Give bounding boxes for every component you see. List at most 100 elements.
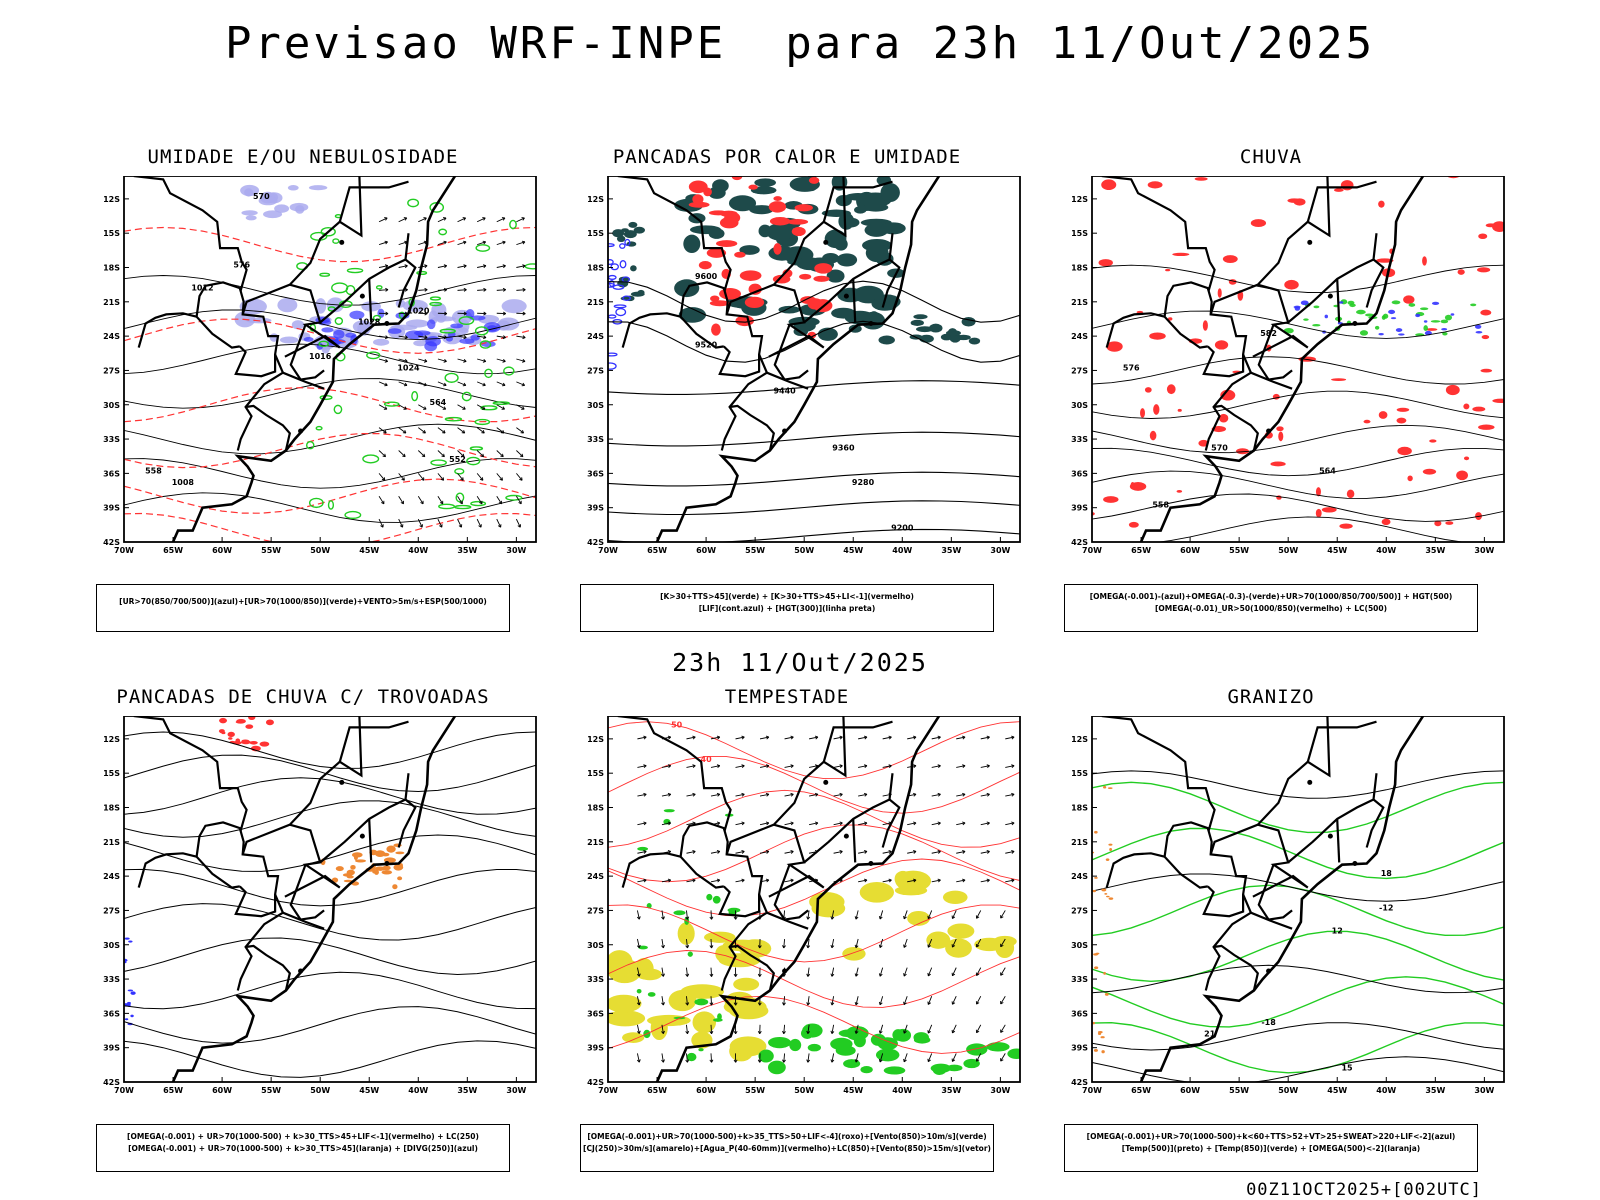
green-contour xyxy=(438,228,448,236)
country-border xyxy=(1250,371,1293,390)
humidity-fill xyxy=(274,204,290,213)
wind-vector-head xyxy=(741,735,745,740)
lon-label: 55W xyxy=(1229,1086,1249,1095)
wind-vector-head xyxy=(716,850,721,854)
humidity-core xyxy=(349,310,365,320)
contour-label: 9360 xyxy=(832,444,855,453)
wind-vector xyxy=(1000,1053,1006,1062)
wind-vector-head xyxy=(502,358,506,363)
wind-vector-head xyxy=(424,264,428,269)
wind-vector-head xyxy=(937,735,941,740)
wind-vector xyxy=(637,765,647,768)
main-title: Previsao WRF-INPE para 23h 11/Out/2025 xyxy=(224,18,1376,69)
lif-contour xyxy=(608,274,617,280)
precip-water-contour xyxy=(608,755,1020,814)
lake xyxy=(868,861,874,867)
wind-vector xyxy=(783,1053,786,1063)
country-border xyxy=(1365,258,1385,308)
omega-fill xyxy=(1470,303,1477,307)
wind-vector-head xyxy=(888,764,892,769)
lat-label: 24S xyxy=(103,332,120,341)
wind-vector-head xyxy=(937,764,941,769)
orange-fill xyxy=(346,869,355,876)
streamline xyxy=(124,754,536,793)
coastline xyxy=(1139,716,1425,1082)
coastline xyxy=(171,716,457,1082)
wind-vector-head xyxy=(733,973,738,977)
wind-vector-head xyxy=(951,972,956,977)
panel-title: PANCADAS DE CHUVA C/ TROVOADAS xyxy=(116,686,490,708)
wind-vector xyxy=(952,938,957,948)
contour-label: 558 xyxy=(1152,501,1169,510)
omega-fill xyxy=(1398,333,1405,336)
wind-vector xyxy=(1005,793,1015,797)
wind-vector-head xyxy=(519,477,523,481)
wind-vector-head xyxy=(1011,821,1015,826)
wind-vector xyxy=(903,1053,908,1063)
wind-vector-head xyxy=(522,264,526,269)
wind-vector-head xyxy=(502,287,506,292)
wind-vector-head xyxy=(913,792,917,797)
wind-vector xyxy=(783,1024,786,1034)
instability-fill xyxy=(854,206,867,214)
lat-label: 27S xyxy=(103,366,120,375)
wind-vector-head xyxy=(384,358,389,363)
red-fill xyxy=(227,731,235,737)
rain-fill xyxy=(1147,181,1163,189)
li-fill xyxy=(744,296,765,309)
green-contour xyxy=(444,416,463,422)
wind-vector xyxy=(417,496,424,505)
wind-vector xyxy=(759,793,769,797)
jet-fill xyxy=(608,994,642,1013)
wind-vector-head xyxy=(741,792,745,797)
height-contour xyxy=(608,431,1020,447)
wind-vector-head xyxy=(521,382,526,387)
precip-water-contour xyxy=(608,721,1020,780)
green-contour xyxy=(475,244,491,252)
wind-vector-head xyxy=(422,430,426,434)
omega500-fill xyxy=(1097,1030,1103,1034)
wind-vector xyxy=(378,335,389,339)
jet-fill xyxy=(907,910,930,926)
lon-label: 65W xyxy=(1131,546,1151,555)
wind-vector xyxy=(1005,765,1015,768)
wind-vector xyxy=(379,289,389,291)
rain-fill xyxy=(1456,470,1468,481)
wind-vector xyxy=(980,765,990,768)
wind850-fill xyxy=(698,1048,704,1052)
orange-fill xyxy=(374,866,386,871)
wind-vector-head xyxy=(459,500,463,505)
streamline xyxy=(124,1006,536,1044)
wind-vector-head xyxy=(501,406,505,410)
wind-vector xyxy=(378,404,388,410)
green-contour xyxy=(319,272,331,277)
instability-fill xyxy=(863,203,889,212)
thickness-contour xyxy=(124,433,536,469)
wind-vector-head xyxy=(878,916,883,920)
wind-vector xyxy=(398,496,404,505)
wind-vector-head xyxy=(927,1030,931,1034)
wind-vector-head xyxy=(765,850,770,854)
wind-vector xyxy=(710,1053,712,1063)
wind-vector xyxy=(437,473,444,481)
omega500-fill xyxy=(1094,830,1098,834)
rain-fill xyxy=(1378,200,1385,208)
wind-vector-head xyxy=(685,973,690,977)
lake xyxy=(1307,239,1313,245)
streamline xyxy=(124,903,536,941)
wind-vector xyxy=(807,996,810,1006)
lif-contour xyxy=(609,279,615,287)
wind-vector-head xyxy=(404,264,408,269)
wind-vector-head xyxy=(383,406,388,410)
rain-fill xyxy=(1478,233,1488,240)
wind-vector-head xyxy=(423,358,428,363)
rain-fill xyxy=(1177,408,1182,412)
wind-vector-head xyxy=(499,477,503,481)
wind-vector xyxy=(437,381,447,386)
wind-vector xyxy=(710,793,720,797)
green-contour xyxy=(346,267,364,274)
humidity-fill xyxy=(501,299,527,314)
li-fill xyxy=(688,180,708,194)
wind-vector-head xyxy=(830,1002,835,1006)
wind-vector-head xyxy=(482,217,486,221)
